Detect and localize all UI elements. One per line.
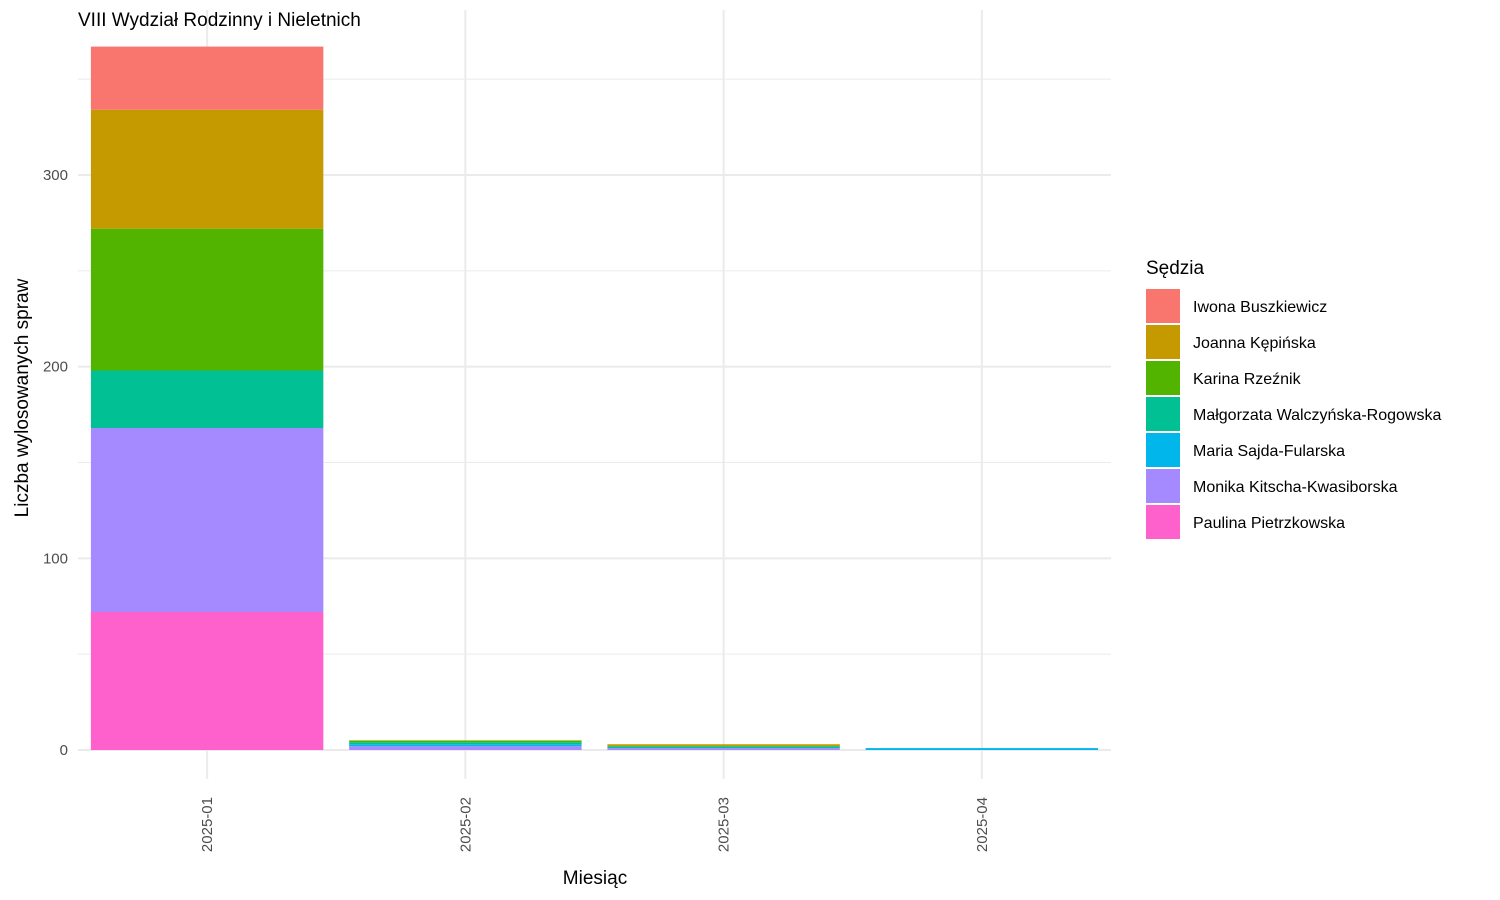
chart-title: VIII Wydział Rodzinny i Nieletnich <box>78 10 361 31</box>
x-axis-title: Miesiąc <box>563 868 627 889</box>
legend-swatch <box>1146 397 1180 431</box>
legend-swatch <box>1146 505 1180 539</box>
legend-label: Joanna Kępińska <box>1193 335 1316 352</box>
legend-label: Monika Kitscha-Kwasiborska <box>1193 479 1398 496</box>
legend-swatch <box>1146 469 1180 503</box>
y-axis-title: Liczba wylosowanych spraw <box>12 278 33 517</box>
legend-swatch <box>1146 289 1180 323</box>
bar-segment <box>607 746 840 749</box>
bar-segment <box>90 612 324 750</box>
x-axis-ticks: 2025-01 2025-02 2025-03 2025-04 <box>199 797 991 852</box>
legend-label: Maria Sajda-Fularska <box>1193 443 1345 460</box>
y-tick-label: 100 <box>43 550 68 567</box>
bar-segment <box>865 748 1099 750</box>
bar-segment <box>349 742 582 745</box>
bar-segment <box>607 748 840 750</box>
bars <box>90 46 1099 750</box>
y-tick-label: 300 <box>43 167 68 184</box>
x-tick-label: 2025-03 <box>716 797 733 852</box>
x-tick-label: 2025-04 <box>974 797 991 852</box>
legend-label: Karina Rzeźnik <box>1193 371 1302 388</box>
bar-segment <box>607 744 840 747</box>
legend-swatch <box>1146 325 1180 359</box>
x-tick-label: 2025-02 <box>457 797 474 852</box>
bar-segment <box>349 740 582 743</box>
legend: Sędzia Iwona Buszkiewicz Joanna Kępińska K… <box>1146 258 1441 539</box>
bar-segment <box>90 370 324 428</box>
bar-segment <box>349 746 582 750</box>
y-tick-label: 200 <box>43 359 68 376</box>
bar-segment <box>90 109 324 229</box>
y-axis-ticks: 0 100 200 300 <box>43 167 68 759</box>
legend-swatch <box>1146 361 1180 395</box>
legend-label: Iwona Buszkiewicz <box>1193 299 1327 316</box>
bar-segment <box>349 744 582 747</box>
legend-title: Sędzia <box>1146 258 1205 279</box>
legend-label: Paulina Pietrzkowska <box>1193 515 1345 532</box>
bar-segment <box>90 428 324 612</box>
x-tick-label: 2025-01 <box>199 797 216 852</box>
legend-label: Małgorzata Walczyńska-Rogowska <box>1193 407 1441 424</box>
bar-segment <box>90 46 324 110</box>
y-tick-label: 0 <box>60 742 68 759</box>
legend-swatch <box>1146 433 1180 467</box>
bar-segment <box>90 228 324 371</box>
